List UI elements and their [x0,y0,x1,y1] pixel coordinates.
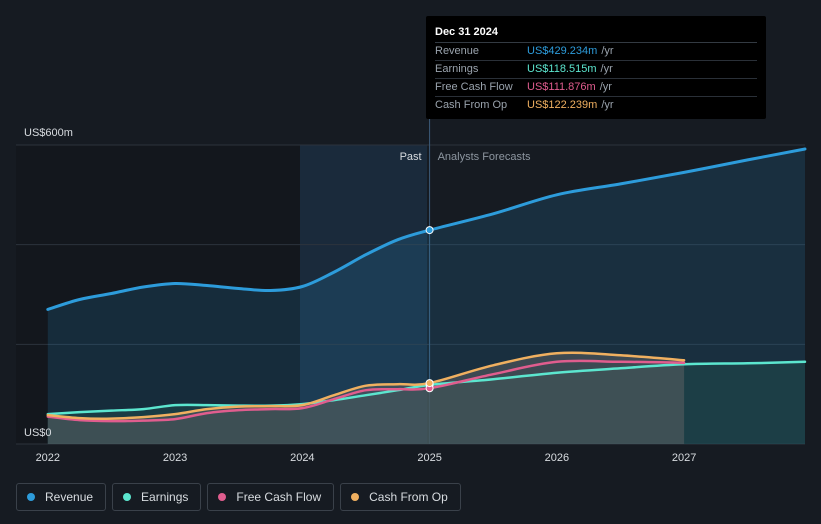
tooltip-unit: /yr [600,63,613,75]
x-tick-label: 2027 [672,452,696,464]
legend-item-earnings[interactable]: Earnings [112,483,202,511]
tooltip-value: US$122.239m [527,99,598,111]
series-line-free-cash-flow [46,359,686,423]
tooltip-label: Earnings [435,63,479,75]
tooltip-label: Free Cash Flow [435,81,513,93]
y-axis-bottom-label: US$0 [24,427,52,439]
legend-label: Cash From Op [369,490,448,504]
legend-dot-icon [123,493,132,501]
x-tick-label: 2024 [290,452,314,464]
legend: Revenue Earnings Free Cash Flow Cash Fro… [16,483,461,511]
marker-cash-from-op [425,379,434,388]
forecast-label: Analysts Forecasts [438,151,531,163]
x-tick-label: 2023 [163,452,187,464]
tooltip-value: US$118.515m [527,63,597,75]
legend-item-cash-from-op[interactable]: Cash From Op [340,483,461,511]
tooltip-row-cash-from-op: Cash From Op US$122.239m /yr [435,97,757,114]
tooltip-row-earnings: Earnings US$118.515m /yr [435,61,757,79]
tooltip-row-free-cash-flow: Free Cash Flow US$111.876m /yr [435,79,757,97]
legend-label: Revenue [45,490,94,504]
legend-item-revenue[interactable]: Revenue [16,483,107,511]
plot-dark-background [16,145,300,444]
tooltip-label: Revenue [435,45,480,57]
tooltip-label: Cash From Op [435,99,508,111]
legend-dot-icon [351,493,360,501]
tooltip-unit: /yr [599,81,612,93]
series-line-cash-from-op [46,351,686,420]
tooltip: Dec 31 2024 Revenue US$429.234m /yr Earn… [426,16,766,119]
tooltip-row-revenue: Revenue US$429.234m /yr [435,43,757,61]
tooltip-value: US$111.876m [527,81,596,93]
tooltip-unit: /yr [601,99,614,111]
x-tick-label: 2025 [417,452,441,464]
legend-dot-icon [218,493,227,501]
legend-item-free-cash-flow[interactable]: Free Cash Flow [207,483,335,511]
tooltip-date: Dec 31 2024 [435,25,757,43]
y-axis-top-label: US$600m [24,127,73,139]
marker-revenue [425,226,434,235]
legend-label: Earnings [141,490,189,504]
legend-dot-icon [27,493,35,501]
tooltip-unit: /yr [601,45,614,57]
past-label: Past [400,151,422,163]
x-tick-label: 2026 [545,452,569,464]
tooltip-value: US$429.234m [527,45,598,57]
legend-label: Free Cash Flow [236,490,322,504]
series-line-revenue [46,147,807,311]
x-tick-label: 2022 [36,452,60,464]
